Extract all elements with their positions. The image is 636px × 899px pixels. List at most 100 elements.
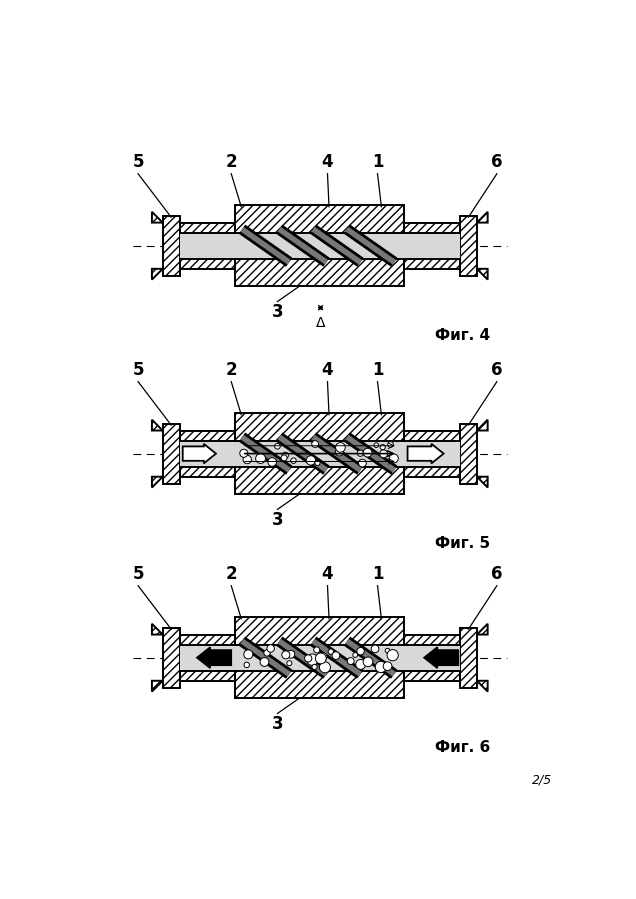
Bar (404, 635, 460, 681)
Circle shape (244, 663, 249, 668)
Circle shape (282, 651, 290, 659)
Bar (460, 628, 477, 688)
Circle shape (332, 652, 340, 660)
Polygon shape (477, 476, 488, 487)
Text: 4: 4 (322, 360, 333, 378)
Text: 5: 5 (132, 360, 144, 378)
Circle shape (336, 442, 345, 452)
Polygon shape (477, 212, 488, 223)
Text: 6: 6 (491, 565, 502, 583)
FancyArrow shape (197, 647, 232, 668)
Text: Фиг. 6: Фиг. 6 (435, 741, 490, 755)
Text: 2: 2 (225, 153, 237, 171)
Circle shape (305, 654, 312, 662)
Text: 4: 4 (322, 153, 333, 171)
Bar (235, 233, 404, 259)
Circle shape (353, 653, 357, 657)
Text: 4: 4 (322, 565, 333, 583)
Circle shape (256, 454, 265, 464)
Text: Фиг. 4: Фиг. 4 (435, 328, 490, 343)
Text: 5: 5 (132, 565, 144, 583)
Bar (179, 635, 235, 681)
Circle shape (282, 452, 289, 458)
Polygon shape (477, 624, 488, 635)
Text: 3: 3 (272, 715, 283, 733)
Text: $\Delta$: $\Delta$ (315, 316, 326, 330)
Text: 2: 2 (225, 360, 237, 378)
Circle shape (281, 455, 287, 461)
Polygon shape (152, 681, 163, 691)
Bar (179, 223, 235, 269)
Circle shape (307, 654, 318, 665)
Text: Фиг. 5: Фиг. 5 (435, 537, 490, 551)
Circle shape (267, 645, 274, 652)
Polygon shape (152, 269, 163, 280)
Bar (235, 205, 404, 286)
Circle shape (328, 649, 333, 654)
Bar (404, 233, 460, 259)
Circle shape (275, 443, 280, 450)
Circle shape (371, 645, 379, 653)
Circle shape (240, 450, 248, 458)
Polygon shape (152, 212, 163, 223)
Circle shape (244, 650, 253, 659)
Bar (460, 216, 477, 276)
Circle shape (380, 445, 385, 450)
Polygon shape (477, 681, 488, 691)
Circle shape (357, 450, 363, 457)
Text: 1: 1 (372, 153, 384, 171)
Bar (179, 645, 235, 671)
Circle shape (336, 443, 343, 451)
Circle shape (359, 459, 366, 467)
Text: 2/5: 2/5 (532, 773, 552, 787)
Polygon shape (477, 420, 488, 431)
Circle shape (287, 661, 292, 666)
Bar (179, 431, 235, 476)
Bar (235, 645, 404, 671)
Circle shape (321, 657, 326, 662)
Circle shape (347, 658, 354, 664)
Circle shape (380, 450, 387, 458)
Circle shape (363, 657, 373, 667)
Circle shape (385, 648, 390, 653)
Bar (179, 441, 235, 467)
Bar (163, 216, 179, 276)
Circle shape (291, 458, 296, 464)
Text: 1: 1 (372, 360, 384, 378)
Circle shape (375, 662, 387, 672)
Circle shape (260, 657, 269, 666)
Bar (404, 645, 460, 671)
Text: 5: 5 (132, 153, 144, 171)
Circle shape (357, 647, 364, 654)
FancyArrow shape (183, 444, 216, 463)
Circle shape (356, 660, 366, 670)
Bar (404, 441, 460, 467)
FancyArrow shape (424, 647, 459, 668)
Bar (404, 223, 460, 269)
Text: 3: 3 (272, 511, 283, 529)
Circle shape (264, 650, 270, 656)
Bar (163, 423, 179, 484)
Bar (235, 414, 404, 494)
Text: 3: 3 (272, 303, 283, 321)
Polygon shape (477, 269, 488, 280)
Circle shape (336, 448, 343, 456)
FancyArrow shape (408, 444, 443, 463)
Text: 6: 6 (491, 153, 502, 171)
Bar (404, 431, 460, 476)
Circle shape (319, 662, 331, 672)
Circle shape (363, 449, 372, 457)
Circle shape (315, 653, 326, 663)
Text: 2: 2 (225, 565, 237, 583)
Bar (460, 423, 477, 484)
Circle shape (312, 664, 317, 670)
Circle shape (312, 441, 319, 448)
Polygon shape (152, 624, 163, 635)
Circle shape (319, 653, 327, 661)
Circle shape (388, 441, 393, 448)
Circle shape (243, 455, 251, 464)
Circle shape (315, 460, 320, 466)
Bar (235, 441, 404, 467)
Circle shape (287, 650, 294, 658)
Text: 1: 1 (372, 565, 384, 583)
